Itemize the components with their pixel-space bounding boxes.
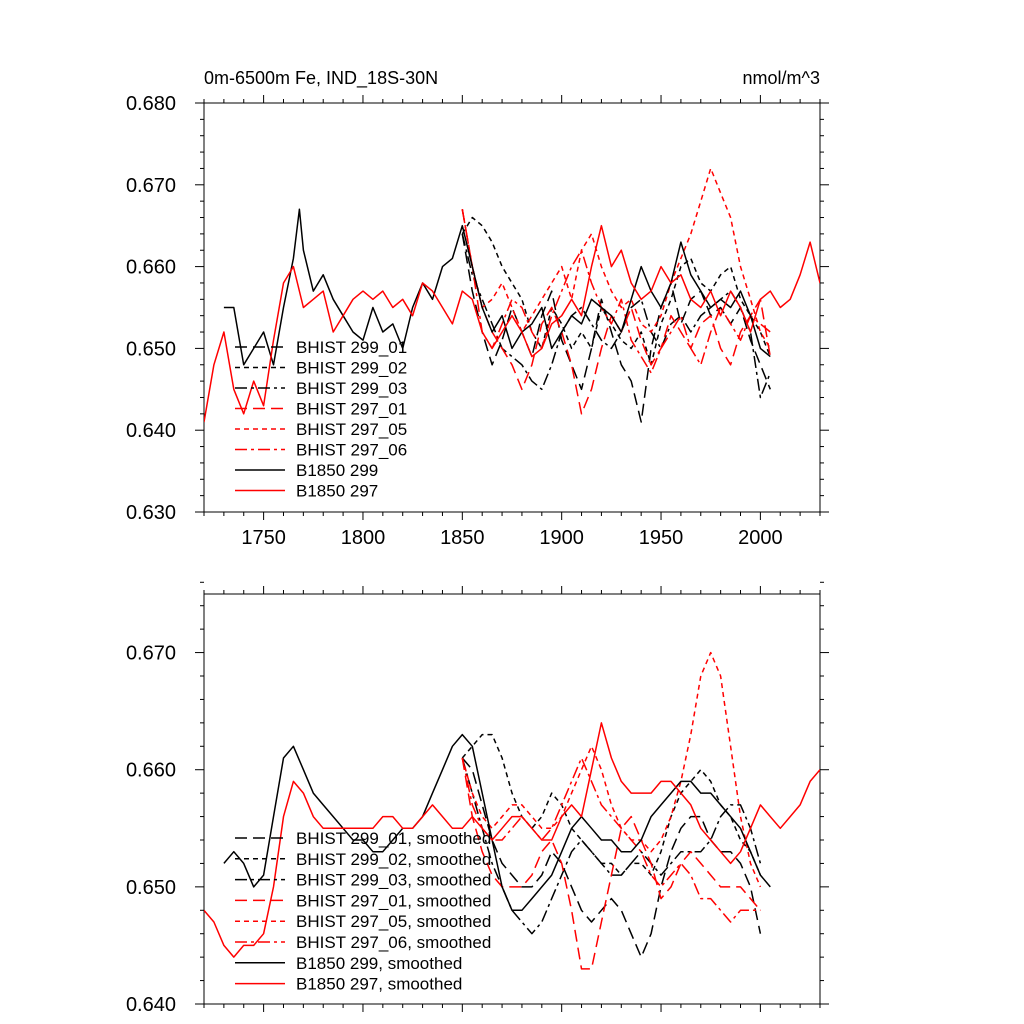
series-line [461, 651, 762, 888]
legend-label: BHIST 299_01, smoothed [296, 829, 491, 848]
series-line [204, 224, 820, 423]
units-label: nmol/m^3 [743, 68, 820, 88]
legend-label: BHIST 299_01 [296, 338, 407, 357]
series-line [461, 757, 762, 958]
plot-frame [203, 102, 821, 513]
y-tick-label: 0.670 [126, 643, 176, 665]
y-tick-label: 0.670 [126, 175, 176, 197]
top-panel: 1750 1800 1850 1900 1950 2000 0.630 0.640 0.650 0… [126, 68, 829, 549]
legend-label: B1850 297 [296, 482, 378, 501]
series-line [461, 233, 771, 423]
x-tick-label: 1850 [440, 527, 485, 549]
legend-label: BHIST 297_01 [296, 400, 407, 419]
legend-label: BHIST 297_05 [296, 420, 407, 439]
x-tick-label: 1800 [341, 527, 386, 549]
y-tick-label: 0.660 [126, 257, 176, 279]
series-line [223, 208, 771, 366]
y-tick-label: 0.650 [126, 877, 176, 899]
series-line [461, 209, 772, 415]
legend-label: BHIST 299_03 [296, 379, 407, 398]
legend-label: BHIST 299_02 [296, 359, 407, 378]
series-line [461, 757, 761, 970]
series-lines [204, 167, 820, 423]
series-line [461, 216, 771, 366]
bottom-panel: 0.640 0.650 0.660 0.670 BHIST 299_01, smooth… [126, 581, 829, 1016]
legend-label: B1850 299, smoothed [296, 954, 462, 973]
legend-label: B1850 299 [296, 461, 378, 480]
legend-label: BHIST 299_02, smoothed [296, 850, 491, 869]
legend-label: BHIST 299_03, smoothed [296, 871, 491, 890]
x-tick-label: 1750 [241, 527, 286, 549]
y-tick-label: 0.640 [126, 420, 176, 442]
series-line [204, 722, 820, 958]
legend-label: BHIST 297_06 [296, 441, 407, 460]
series-line [461, 167, 771, 349]
legend: BHIST 299_01, smoothed BHIST 299_02, smoo… [235, 829, 491, 994]
x-tick-label: 1900 [539, 527, 584, 549]
y-tick-label: 0.630 [126, 502, 176, 524]
legend-label: BHIST 297_06, smoothed [296, 933, 491, 952]
y-tick-label: 0.650 [126, 338, 176, 360]
series-line [461, 757, 761, 923]
series-line [461, 733, 762, 876]
y-tick-label: 0.660 [126, 760, 176, 782]
x-tick-label: 1950 [639, 527, 684, 549]
series-lines [204, 651, 820, 970]
legend-label: BHIST 297_05, smoothed [296, 912, 491, 931]
y-tick-label: 0.680 [126, 93, 176, 115]
x-tick-label: 2000 [738, 527, 783, 549]
plot-frame [203, 593, 821, 1005]
y-tick-label: 0.640 [126, 994, 176, 1016]
series-line [223, 733, 771, 912]
legend-label: BHIST 297_01, smoothed [296, 891, 491, 910]
chart-title: 0m-6500m Fe, IND_18S-30N [204, 68, 438, 89]
legend-label: B1850 297, smoothed [296, 975, 462, 994]
